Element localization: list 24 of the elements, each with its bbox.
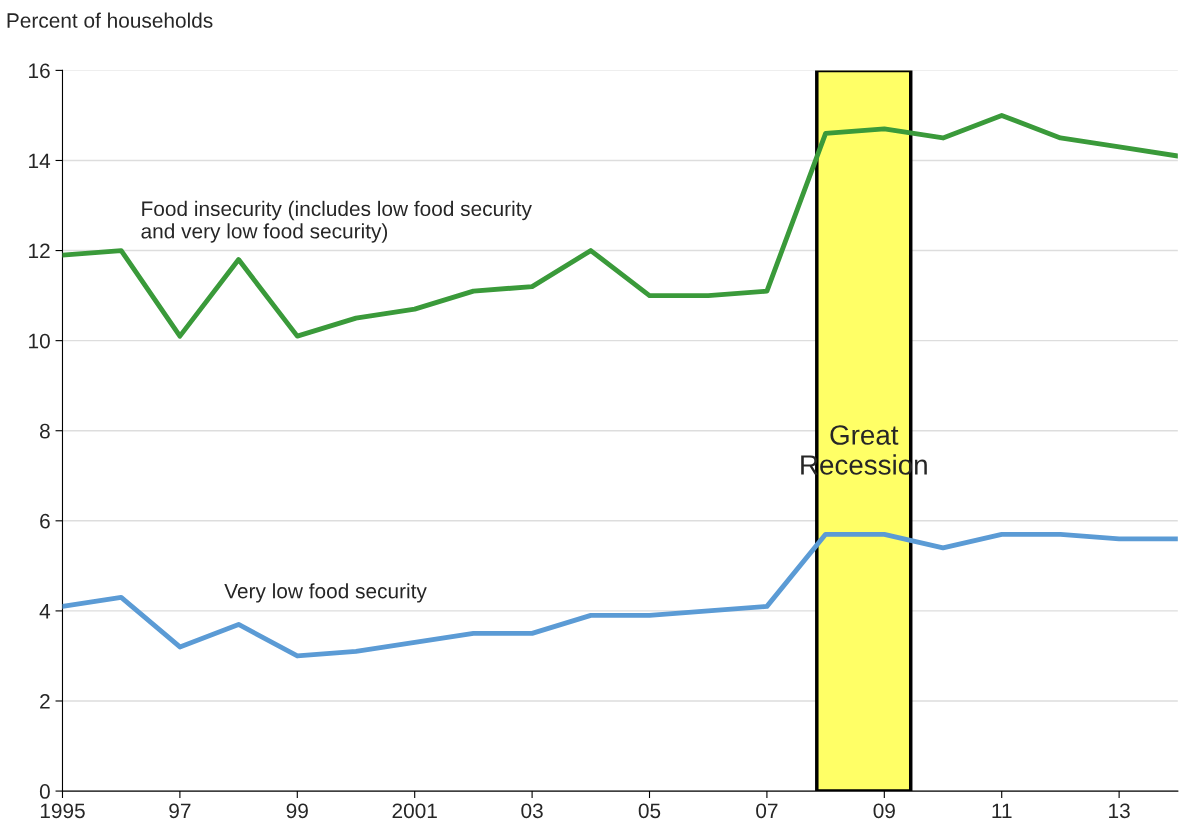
y-tick-label: 0 <box>39 784 50 799</box>
x-tick-label: 07 <box>756 803 778 819</box>
y-tick-label: 6 <box>40 513 50 529</box>
y-tick-label: 14 <box>29 153 51 169</box>
x-tick-label: 09 <box>873 803 895 819</box>
series-label: Very low food security <box>224 583 427 603</box>
x-tick-label: 99 <box>286 803 308 819</box>
y-tick-label: 2 <box>40 693 50 709</box>
y-tick-label: 16 <box>29 63 50 79</box>
series-label: Food insecurity (includes low food security and very low food security) <box>141 200 532 243</box>
y-tick-label: 10 <box>29 333 50 349</box>
line-series <box>62 113 1178 339</box>
x-tick-label: 2001 <box>392 803 437 819</box>
x-tick-label: 11 <box>992 803 1012 818</box>
x-tick-label: 1995 <box>40 803 85 819</box>
line-series <box>62 531 1178 659</box>
y-tick-label: 4 <box>39 604 51 619</box>
x-tick-label: 97 <box>169 803 191 819</box>
y-axis-title: Percent of households <box>7 12 213 28</box>
x-tick-label: 03 <box>521 803 543 819</box>
y-tick-label: 12 <box>29 243 50 259</box>
x-tick-label: 13 <box>1109 803 1130 819</box>
y-tick-label: 8 <box>40 423 50 439</box>
x-tick-label: 05 <box>638 803 661 819</box>
